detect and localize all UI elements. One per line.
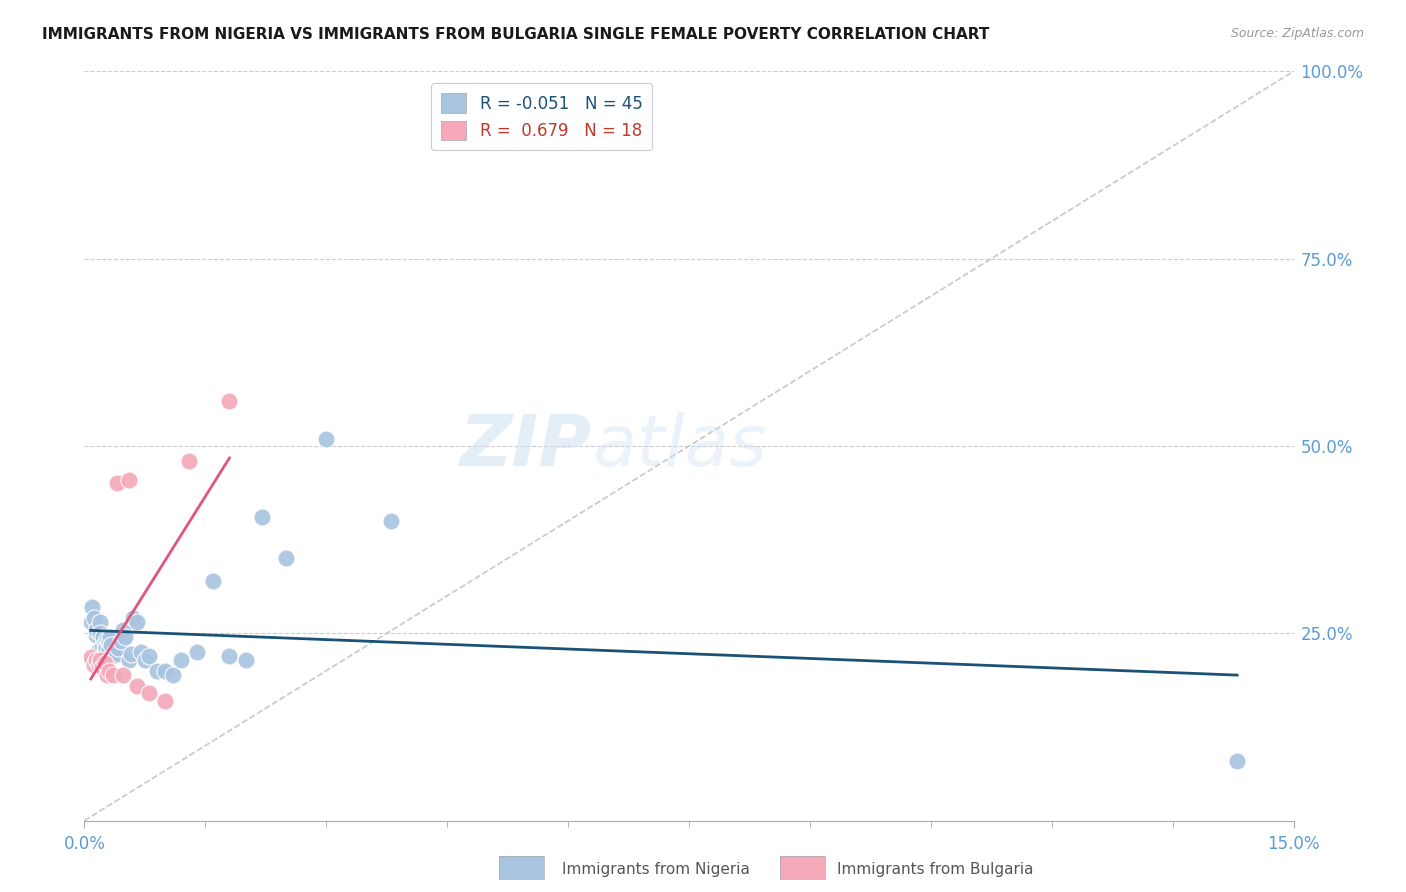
Point [86, 628, 108, 642]
Point [96, 667, 118, 681]
Point [186, 645, 208, 659]
Text: Source: ZipAtlas.com: Source: ZipAtlas.com [1230, 27, 1364, 40]
Point [235, 652, 257, 666]
Point [162, 667, 184, 681]
Point [153, 694, 176, 708]
Point [170, 652, 193, 666]
Point [87, 657, 110, 672]
Point [218, 394, 240, 409]
Point [380, 514, 402, 528]
Point [105, 476, 128, 491]
Point [121, 611, 143, 625]
Point [112, 667, 135, 681]
Point [146, 664, 169, 678]
Point [96, 632, 118, 647]
Point [83, 611, 105, 625]
Point [93, 642, 115, 657]
Point [250, 510, 273, 524]
Point [118, 473, 141, 487]
Point [315, 432, 337, 446]
Point [134, 652, 156, 666]
Point [98, 630, 121, 644]
Point [89, 652, 111, 666]
Point [80, 615, 103, 629]
Point [129, 645, 152, 659]
Point [89, 615, 111, 629]
Point [86, 652, 108, 666]
Point [91, 640, 114, 654]
Point [83, 657, 105, 672]
Point [114, 630, 136, 644]
Point [1226, 754, 1249, 768]
Point [89, 626, 111, 640]
Point [125, 615, 148, 629]
Point [138, 686, 160, 700]
Point [97, 633, 120, 648]
Point [80, 650, 103, 665]
Point [87, 642, 110, 657]
Point [153, 664, 176, 678]
Point [93, 657, 115, 671]
Point [120, 648, 142, 662]
Point [93, 636, 115, 650]
Point [125, 679, 148, 693]
Point [101, 648, 124, 663]
Point [101, 667, 124, 681]
Point [94, 640, 117, 654]
Point [82, 600, 104, 615]
Point [104, 645, 127, 659]
Text: Immigrants from Bulgaria: Immigrants from Bulgaria [837, 863, 1033, 877]
Point [118, 652, 141, 666]
Point [91, 630, 114, 644]
Point [218, 648, 240, 663]
Point [100, 638, 122, 652]
Point [105, 648, 128, 662]
Point [91, 660, 114, 674]
Text: atlas: atlas [592, 411, 766, 481]
Point [107, 641, 129, 656]
Legend: R = -0.051   N = 45, R =  0.679   N = 18: R = -0.051 N = 45, R = 0.679 N = 18 [432, 84, 652, 150]
Text: ZIP: ZIP [460, 411, 592, 481]
Text: IMMIGRANTS FROM NIGERIA VS IMMIGRANTS FROM BULGARIA SINGLE FEMALE POVERTY CORREL: IMMIGRANTS FROM NIGERIA VS IMMIGRANTS FR… [42, 27, 990, 42]
Point [86, 623, 108, 637]
Point [112, 623, 135, 637]
Point [110, 633, 132, 648]
Point [97, 664, 120, 678]
Point [274, 551, 297, 566]
Point [179, 454, 201, 468]
Point [202, 574, 225, 588]
Text: Immigrants from Nigeria: Immigrants from Nigeria [562, 863, 751, 877]
Point [138, 648, 160, 663]
Point [97, 641, 120, 656]
